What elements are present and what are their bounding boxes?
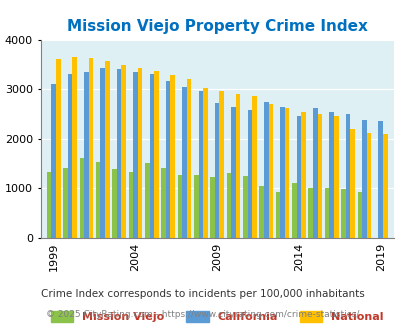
Bar — [301, 112, 305, 238]
Bar — [324, 187, 328, 238]
Bar — [186, 79, 191, 238]
Bar — [56, 59, 60, 238]
Bar — [284, 108, 289, 238]
Bar — [68, 74, 72, 238]
Bar — [198, 91, 202, 238]
Bar — [161, 168, 166, 238]
Bar — [226, 173, 231, 238]
Bar — [361, 120, 366, 238]
Bar — [121, 65, 126, 238]
Bar — [84, 72, 88, 238]
Bar — [117, 69, 121, 238]
Bar — [219, 91, 224, 238]
Bar — [88, 58, 93, 238]
Bar — [275, 192, 279, 238]
Bar — [133, 72, 137, 238]
Bar — [340, 189, 345, 238]
Bar — [145, 163, 149, 238]
Bar — [194, 175, 198, 238]
Bar — [149, 74, 154, 238]
Bar — [202, 88, 207, 238]
Bar — [268, 104, 273, 238]
Bar — [345, 115, 350, 238]
Text: © 2025 CityRating.com - https://www.cityrating.com/crime-statistics/: © 2025 CityRating.com - https://www.city… — [46, 310, 359, 319]
Bar — [252, 96, 256, 238]
Bar — [47, 172, 51, 238]
Bar — [328, 112, 333, 238]
Bar — [259, 186, 263, 238]
Bar — [137, 68, 142, 238]
Bar — [100, 68, 105, 238]
Legend: Mission Viejo, California, National: Mission Viejo, California, National — [46, 307, 387, 327]
Bar — [72, 57, 77, 238]
Bar — [333, 116, 338, 238]
Bar — [377, 121, 382, 238]
Bar — [210, 177, 214, 238]
Bar — [247, 110, 252, 238]
Bar — [235, 94, 240, 238]
Bar — [263, 102, 268, 238]
Bar — [51, 84, 56, 238]
Bar — [166, 81, 170, 238]
Bar — [112, 169, 117, 238]
Bar — [291, 183, 296, 238]
Bar — [357, 192, 361, 238]
Text: Crime Index corresponds to incidents per 100,000 inhabitants: Crime Index corresponds to incidents per… — [41, 289, 364, 299]
Bar — [214, 103, 219, 238]
Bar — [350, 129, 354, 238]
Bar — [128, 172, 133, 238]
Bar — [366, 133, 370, 238]
Bar — [312, 108, 317, 238]
Bar — [63, 168, 68, 238]
Bar — [105, 61, 109, 238]
Bar — [296, 116, 301, 238]
Bar — [177, 175, 182, 238]
Bar — [96, 162, 100, 238]
Bar — [317, 115, 322, 238]
Bar — [154, 71, 158, 238]
Bar — [182, 87, 186, 238]
Bar — [382, 134, 387, 238]
Bar — [243, 176, 247, 238]
Bar — [170, 75, 175, 238]
Bar — [279, 107, 284, 238]
Bar — [308, 187, 312, 238]
Bar — [231, 108, 235, 238]
Title: Mission Viejo Property Crime Index: Mission Viejo Property Crime Index — [66, 19, 367, 34]
Bar — [79, 158, 84, 238]
